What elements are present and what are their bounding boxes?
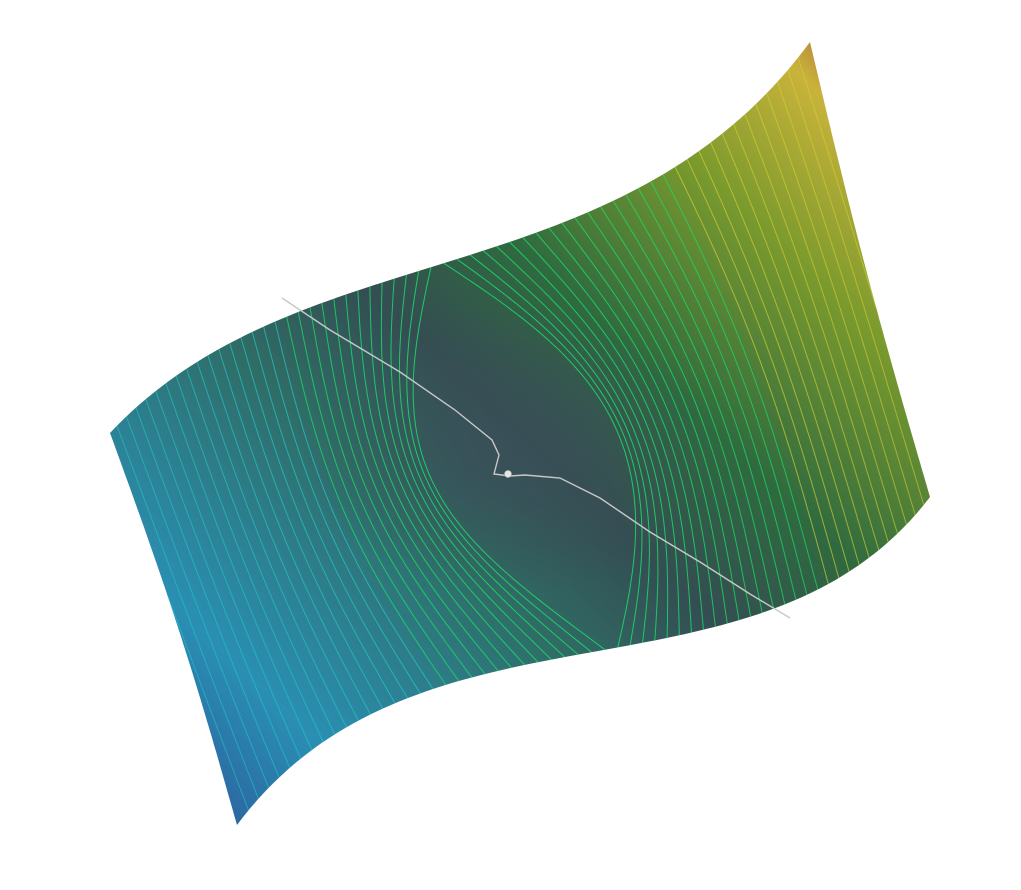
path-end-marker: [504, 470, 511, 477]
